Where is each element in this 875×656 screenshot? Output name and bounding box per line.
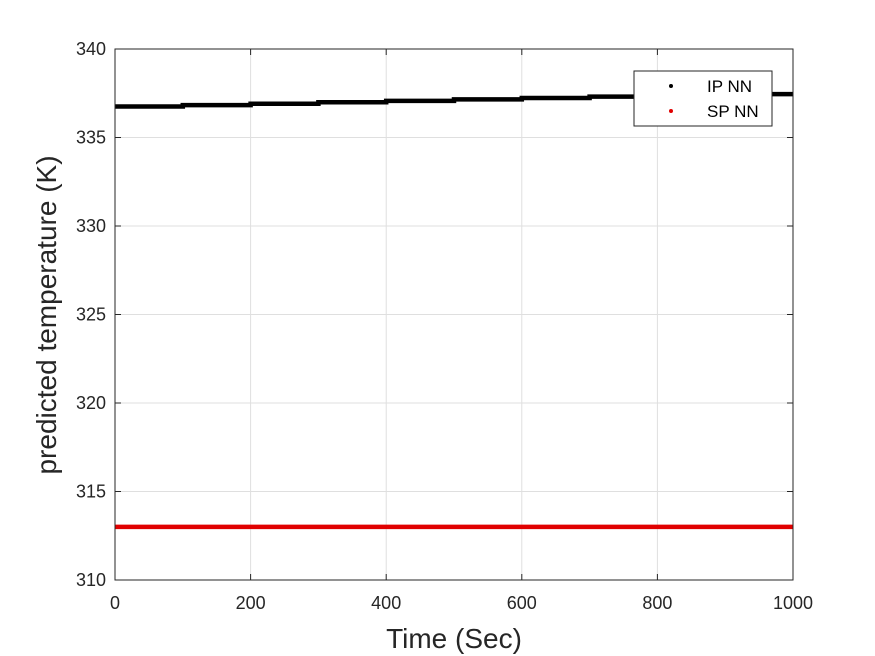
x-tick-label: 200 bbox=[236, 593, 266, 613]
legend-marker-ip-nn bbox=[669, 84, 673, 88]
legend: IP NN SP NN bbox=[633, 70, 773, 127]
x-tick-label: 600 bbox=[507, 593, 537, 613]
legend-label-sp-nn: SP NN bbox=[707, 102, 759, 121]
legend-box bbox=[633, 70, 773, 127]
x-tick-label: 400 bbox=[371, 593, 401, 613]
y-tick-label: 335 bbox=[76, 128, 106, 148]
x-tick-label: 1000 bbox=[773, 593, 813, 613]
y-axis-title: predicted temperature (K) bbox=[31, 155, 62, 474]
legend-marker-sp-nn bbox=[669, 109, 673, 113]
ticks-group bbox=[114, 48, 794, 581]
x-axis-title: Time (Sec) bbox=[386, 623, 522, 654]
tick-labels-group: 0 200 400 600 800 1000 310 315 320 325 330 335 340 bbox=[76, 39, 813, 613]
legend-label-ip-nn: IP NN bbox=[707, 77, 752, 96]
x-tick-label: 0 bbox=[110, 593, 120, 613]
y-tick-label: 330 bbox=[76, 216, 106, 236]
y-tick-label: 340 bbox=[76, 39, 106, 59]
y-tick-label: 320 bbox=[76, 393, 106, 413]
y-tick-label: 310 bbox=[76, 570, 106, 590]
y-tick-label: 315 bbox=[76, 482, 106, 502]
x-tick-label: 800 bbox=[642, 593, 672, 613]
y-tick-label: 325 bbox=[76, 305, 106, 325]
grid bbox=[114, 48, 794, 581]
